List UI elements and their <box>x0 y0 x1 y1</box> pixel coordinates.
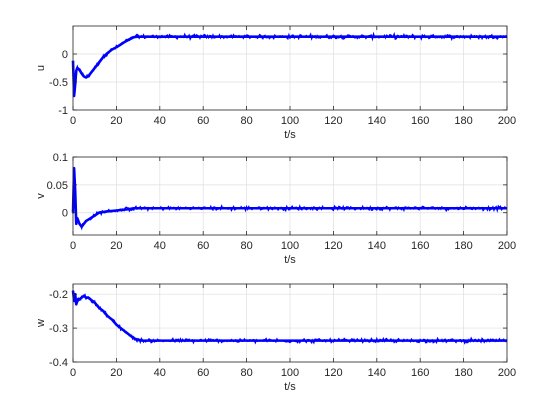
x-tick-label: 40 <box>154 367 166 379</box>
series-noise <box>72 167 508 231</box>
y-tick-label: -0.4 <box>49 357 68 369</box>
x-tick-label: 120 <box>324 115 342 127</box>
x-tick-label: 60 <box>197 115 209 127</box>
x-tick-label: 20 <box>110 367 122 379</box>
x-tick-label: 60 <box>197 240 209 252</box>
x-tick-label: 80 <box>240 240 252 252</box>
y-tick-label: -0.2 <box>49 289 68 301</box>
x-tick-label: 160 <box>411 115 429 127</box>
x-axis-label: t/s <box>284 381 296 393</box>
x-tick-label: 120 <box>324 367 342 379</box>
x-tick-label: 180 <box>454 240 472 252</box>
x-tick-label: 160 <box>411 367 429 379</box>
y-tick-label: -1 <box>58 105 68 117</box>
x-tick-label: 180 <box>454 367 472 379</box>
x-tick-label: 200 <box>498 367 516 379</box>
x-tick-label: 0 <box>70 115 76 127</box>
y-axis-label: w <box>35 319 47 328</box>
y-tick-label: -0.3 <box>49 323 68 335</box>
x-tick-label: 140 <box>368 367 386 379</box>
y-tick-label: -0.5 <box>49 77 68 89</box>
x-tick-label: 0 <box>70 367 76 379</box>
x-tick-label: 100 <box>281 367 299 379</box>
y-axis-label: u <box>35 65 47 71</box>
x-tick-label: 120 <box>324 240 342 252</box>
x-tick-label: 80 <box>240 367 252 379</box>
y-tick-label: 0 <box>62 208 68 220</box>
x-axis-label: t/s <box>284 254 296 266</box>
x-axis-label: t/s <box>284 129 296 141</box>
x-tick-label: 180 <box>454 115 472 127</box>
x-tick-label: 200 <box>498 115 516 127</box>
x-tick-label: 100 <box>281 115 299 127</box>
x-tick-label: 20 <box>110 240 122 252</box>
x-tick-label: 140 <box>368 240 386 252</box>
y-axis-label: v <box>35 193 47 199</box>
x-tick-label: 0 <box>70 240 76 252</box>
x-tick-label: 60 <box>197 367 209 379</box>
x-tick-label: 200 <box>498 240 516 252</box>
subplot-v: 0 20 40 60 80 100 120 140 160 180 200 0 0.05 0.1 t/s v <box>35 152 516 266</box>
x-tick-label: 100 <box>281 240 299 252</box>
x-tick-label: 80 <box>240 115 252 127</box>
x-tick-label: 40 <box>154 115 166 127</box>
y-tick-label: 0.1 <box>53 152 68 164</box>
x-tick-label: 20 <box>110 115 122 127</box>
subplot-u: 0 20 40 60 80 100 120 140 160 180 200 -1 -0.5 0 t/s u <box>35 25 516 141</box>
x-tick-label: 40 <box>154 240 166 252</box>
x-tick-label: 160 <box>411 240 429 252</box>
series-noise <box>72 31 508 95</box>
y-tick-label: 0 <box>62 49 68 61</box>
subplot-w: 0 20 40 60 80 100 120 140 160 180 200 -0.4 -0.3 -0.2 t… <box>35 283 516 393</box>
x-tick-label: 140 <box>368 115 386 127</box>
series-noise <box>72 290 508 345</box>
y-tick-label: 0.05 <box>47 180 68 192</box>
